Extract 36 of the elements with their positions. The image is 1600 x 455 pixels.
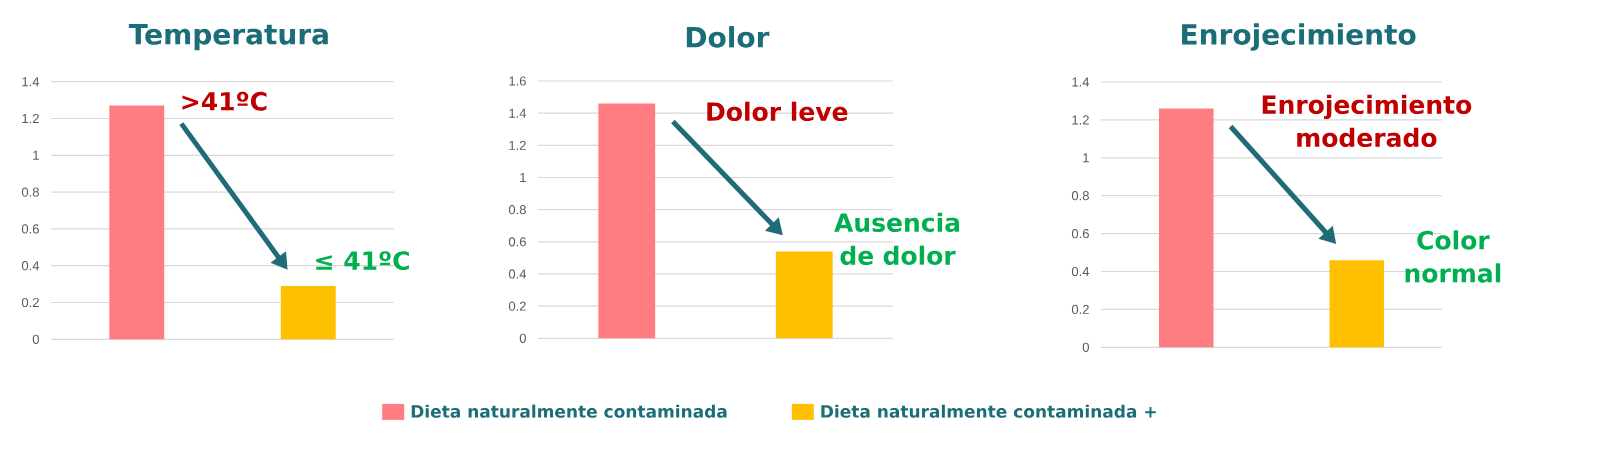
y-tick-label: 0.4	[21, 261, 40, 271]
y-tick-label: 1.2	[22, 113, 39, 124]
y-tick-label: 0.2	[1071, 304, 1089, 314]
legend-label: Dieta naturalmente contaminada +	[821, 404, 1156, 418]
y-tick-label: 0.6	[508, 237, 526, 247]
y-tick-label: 0	[1082, 342, 1089, 352]
y-tick-label: 0.2	[21, 297, 39, 308]
y-tick-label: 0	[519, 333, 526, 343]
y-tick-label: 1.4	[22, 77, 40, 87]
chart-title: Enrojecimiento	[1182, 23, 1416, 51]
y-tick-label: 1	[33, 150, 39, 160]
annotation: ≤ 41ºC	[316, 251, 409, 271]
y-tick-label: 1.2	[509, 140, 526, 150]
y-tick-label: 0.8	[1071, 191, 1089, 201]
y-tick-label: 0.6	[1071, 228, 1089, 239]
y-tick-label: 1.2	[1072, 115, 1089, 125]
y-tick-label: 1.6	[509, 76, 526, 86]
y-tick-label: 0.4	[1071, 266, 1090, 277]
legend-label: Dieta naturalmente contaminada	[411, 404, 727, 418]
y-tick-label: 0.4	[508, 269, 527, 279]
annotation: Color normal	[1405, 230, 1501, 283]
y-tick-label: 0	[32, 334, 39, 344]
chart-title: Temperatura	[128, 23, 328, 51]
annotation: Enrojecimiento moderado	[1262, 94, 1472, 148]
y-tick-label: 0.6	[21, 224, 39, 234]
y-tick-label: 1.4	[509, 108, 527, 118]
y-tick-label: 0.2	[508, 301, 526, 311]
chart-title: Dolor	[686, 26, 770, 48]
annotation: >41ºC	[182, 91, 267, 111]
y-tick-label: 1	[1083, 153, 1089, 163]
y-tick-label: 1.4	[1072, 77, 1090, 87]
y-tick-label: 0.8	[21, 187, 39, 197]
annotation: Ausencia de dolor	[834, 212, 960, 266]
y-tick-label: 0.8	[508, 205, 526, 215]
annotation: Dolor leve	[707, 101, 848, 122]
y-tick-label: 1	[520, 173, 526, 182]
